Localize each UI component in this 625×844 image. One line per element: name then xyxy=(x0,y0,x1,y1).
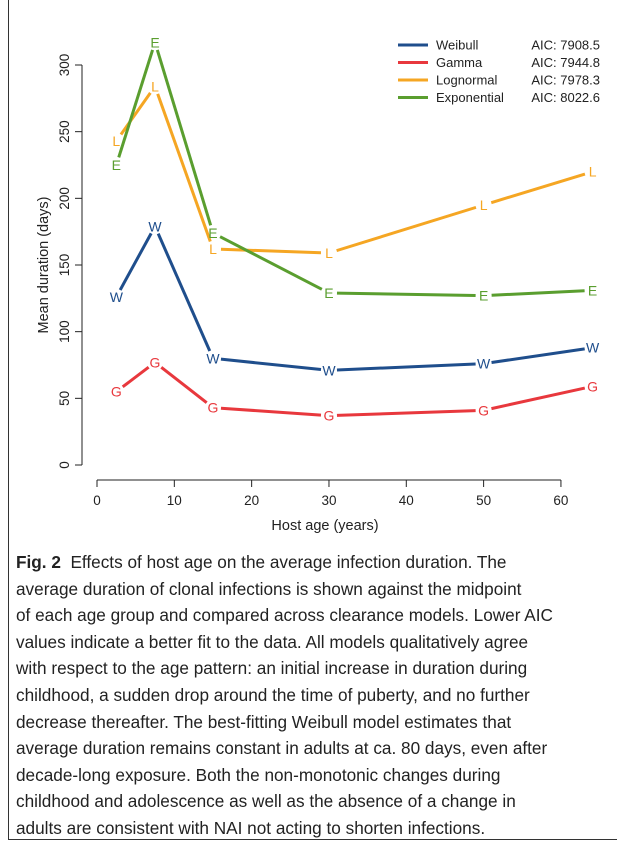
series-segment xyxy=(118,232,153,291)
legend-aic-value: AIC: 8022.6 xyxy=(531,90,600,105)
caption-line-4: with respect to the age pattern: an init… xyxy=(16,658,528,679)
series-segment xyxy=(220,247,322,255)
y-tick-label: 100 xyxy=(57,320,72,343)
legend-aic-value: AIC: 7978.3 xyxy=(531,73,600,88)
series-segment xyxy=(119,91,152,136)
series-segment xyxy=(491,347,585,364)
series-weibull: W W W W W W xyxy=(110,218,600,378)
series-segment xyxy=(219,235,323,291)
x-tick-label: 40 xyxy=(399,493,414,508)
data-point-marker: W xyxy=(586,340,600,356)
y-tick-label: 150 xyxy=(57,254,72,277)
caption-label: Fig. 2 xyxy=(16,552,61,572)
caption-line-0: Effects of host age on the average infec… xyxy=(70,552,507,572)
chart-axes: 0 50 100 150 200 250 300 0 10 20 30 40 50 60 xyxy=(57,54,568,508)
series-segment xyxy=(156,233,212,352)
data-point-marker: E xyxy=(112,157,121,173)
caption-line-3: values indicate a better fit to the data… xyxy=(16,631,529,652)
data-point-marker: W xyxy=(148,218,162,234)
data-point-marker: G xyxy=(208,400,219,416)
data-point-marker: L xyxy=(112,133,120,149)
x-tick-label: 30 xyxy=(321,493,336,508)
series-segment xyxy=(121,365,150,389)
caption-line-10: adults are consistent with NAI not actin… xyxy=(16,817,486,838)
x-tick-label: 50 xyxy=(476,493,491,508)
y-tick-label: 0 xyxy=(57,461,72,469)
legend-aic-value: AIC: 7944.8 xyxy=(531,55,600,70)
data-point-marker: E xyxy=(324,285,333,301)
series-lognormal: L L L L L L xyxy=(112,78,596,261)
data-point-marker: E xyxy=(479,288,488,304)
caption-line-7: average duration remains constant in adu… xyxy=(16,738,548,759)
data-point-marker: L xyxy=(589,164,597,180)
series-segment xyxy=(220,406,322,417)
data-point-marker: L xyxy=(480,197,488,213)
series-segment xyxy=(336,362,476,372)
legend-aic-value: AIC: 7908.5 xyxy=(531,38,600,53)
series-segment xyxy=(156,93,212,242)
y-tick-label: 200 xyxy=(57,187,72,210)
caption-line-8: decade-long exposure. Both the non-monot… xyxy=(16,764,501,785)
data-point-marker: W xyxy=(206,350,220,366)
x-tick-label: 10 xyxy=(167,493,182,508)
x-tick-label: 60 xyxy=(553,493,568,508)
data-point-marker: G xyxy=(478,402,489,418)
series-segment xyxy=(155,49,213,226)
x-tick-label: 20 xyxy=(244,493,259,508)
x-axis-label: Host age (years) xyxy=(271,518,378,534)
series-segment xyxy=(336,409,476,417)
legend-series-name: Exponential xyxy=(436,90,504,105)
caption-line-1: average duration of clonal infections is… xyxy=(16,578,522,599)
series-gamma: G G G G G G xyxy=(111,354,598,423)
series-segment xyxy=(490,172,586,205)
caption-line-6: decrease thereafter. The best-fitting We… xyxy=(16,711,512,732)
data-point-marker: E xyxy=(588,282,597,298)
data-point-marker: E xyxy=(208,225,217,241)
data-point-marker: G xyxy=(111,384,122,400)
series-segment xyxy=(336,205,477,253)
caption-line-9: childhood and adolescence as well as the… xyxy=(16,791,516,812)
data-point-marker: L xyxy=(209,241,217,257)
figure-caption: Fig. 2 Effects of host age on the averag… xyxy=(16,549,612,842)
x-tick-label: 0 xyxy=(93,493,101,508)
series-segment xyxy=(336,291,476,298)
series-exponential: E E E E E E xyxy=(112,34,598,303)
data-point-marker: W xyxy=(477,356,491,372)
legend-series-name: Lognormal xyxy=(436,73,498,88)
legend-series-name: Weibull xyxy=(436,38,479,53)
data-point-marker: G xyxy=(150,354,161,370)
caption-line-5: childhood, a sudden drop around the time… xyxy=(16,684,530,705)
y-axis-label: Mean duration (days) xyxy=(36,196,52,333)
data-point-marker: G xyxy=(587,378,598,394)
data-point-marker: L xyxy=(151,78,159,94)
series-segment xyxy=(160,366,208,404)
data-point-marker: W xyxy=(110,289,124,305)
series-segment xyxy=(117,49,155,158)
figure-panel xyxy=(8,0,617,840)
chart-legend: Weibull AIC: 7908.5 Gamma AIC: 7944.8 Lognor… xyxy=(398,38,600,105)
series-segment xyxy=(491,386,586,411)
data-point-marker: W xyxy=(322,362,336,378)
y-tick-label: 50 xyxy=(57,391,72,406)
data-point-marker: L xyxy=(325,245,333,261)
data-point-marker: G xyxy=(324,408,335,424)
legend-series-name: Gamma xyxy=(436,55,483,70)
series-segment xyxy=(491,289,585,297)
data-point-marker: E xyxy=(150,34,159,50)
y-tick-label: 250 xyxy=(57,120,72,143)
series-segment xyxy=(220,357,322,372)
caption-line-2: of each age group and compared across cl… xyxy=(16,605,553,626)
y-tick-label: 300 xyxy=(57,54,72,77)
